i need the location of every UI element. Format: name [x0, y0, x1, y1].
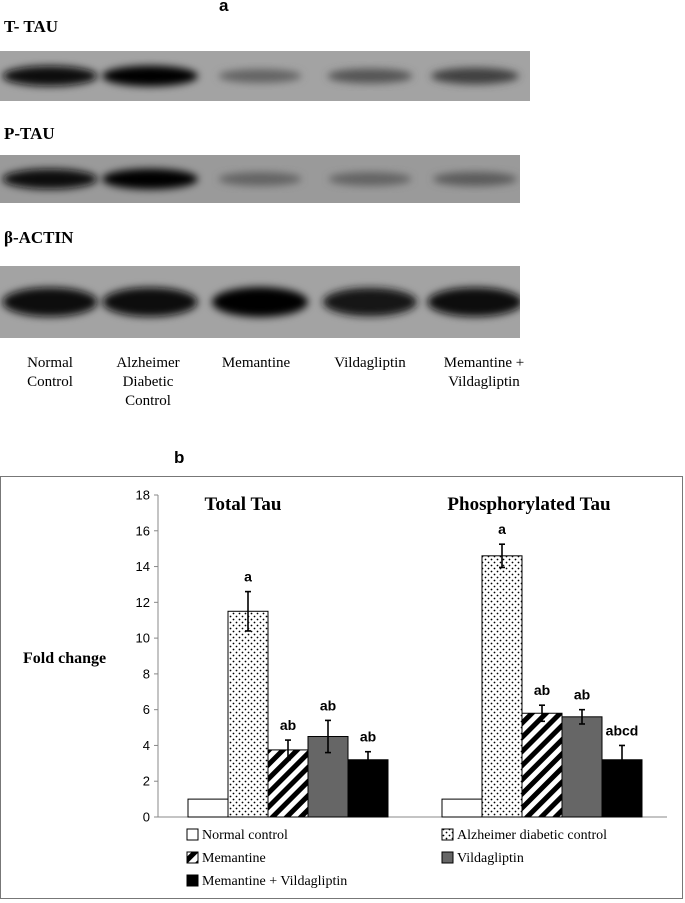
legend-label: Vildagliptin — [457, 851, 524, 866]
legend-swatch — [186, 874, 199, 887]
blot-band — [102, 168, 198, 190]
y-tick-label: 6 — [143, 702, 150, 717]
significance-label: a — [498, 521, 506, 537]
y-tick-label: 16 — [136, 523, 150, 538]
significance-label: a — [244, 569, 252, 585]
blot-band — [328, 172, 412, 186]
y-axis-label: Fold change — [23, 650, 106, 667]
legend-label: Normal control — [202, 828, 288, 843]
legend-label: Alzheimer diabetic control — [457, 828, 607, 843]
blot-label-t-tau: T- TAU — [4, 17, 59, 36]
bar — [521, 712, 563, 818]
significance-label: ab — [280, 717, 296, 733]
significance-label: ab — [360, 729, 376, 745]
blot-band — [218, 172, 302, 186]
significance-label: ab — [574, 687, 590, 703]
blot-t-tau — [0, 51, 530, 101]
blot-beta-actin — [0, 266, 520, 338]
blot-band — [2, 287, 98, 317]
bar-chart: 0 2 4 6 8 10 12 14 16 18 Fold change Total Tau a ab ab… — [23, 488, 667, 889]
bar — [481, 555, 523, 818]
bar — [347, 759, 389, 818]
group-title: Phosphorylated Tau — [447, 494, 611, 515]
lane-label-memantine-vildagliptin: Memantine + Vildagliptin — [443, 355, 525, 390]
bar — [187, 798, 229, 818]
lane-label-vildagliptin: Vildagliptin — [334, 355, 406, 371]
y-tick-label: 0 — [143, 810, 150, 825]
blot-band — [2, 168, 98, 190]
y-tick-label: 10 — [136, 631, 150, 646]
blot-band — [102, 287, 198, 317]
legend-swatch — [186, 828, 199, 841]
chart-frame: 0 2 4 6 8 10 12 14 16 18 Fold change Total Tau a ab ab… — [0, 476, 683, 899]
blot-band — [218, 69, 302, 83]
blot-label-p-tau: P-TAU — [4, 124, 55, 143]
legend-swatch — [441, 851, 454, 864]
legend-swatch — [441, 828, 454, 841]
y-tick-label: 14 — [136, 559, 150, 574]
y-tick-label: 4 — [143, 738, 150, 753]
blot-p-tau — [0, 155, 520, 203]
blot-band — [431, 67, 519, 85]
legend-swatch — [186, 851, 199, 864]
panel-b-label: b — [174, 448, 185, 467]
significance-label: ab — [534, 682, 550, 698]
bar — [227, 610, 269, 818]
lane-label-alzheimer-diabetic-control: Alzheimer Diabetic Control — [116, 355, 180, 409]
blot-band — [427, 287, 520, 317]
y-tick-label: 8 — [143, 666, 150, 681]
lane-label-normal-control: Normal Control — [27, 355, 73, 390]
blot-label-beta-actin: β-ACTIN — [4, 228, 74, 247]
lane-label-memantine: Memantine — [221, 355, 291, 371]
blot-band — [327, 68, 413, 84]
blot-band — [2, 65, 98, 87]
significance-label: abcd — [606, 722, 639, 738]
bar — [441, 798, 483, 818]
bar — [561, 716, 603, 818]
y-tick-label: 12 — [136, 595, 150, 610]
panel-a-label: a — [219, 0, 229, 15]
bar — [267, 749, 309, 818]
y-tick-label: 18 — [136, 488, 150, 503]
significance-label: ab — [320, 697, 336, 713]
y-tick-label: 2 — [143, 774, 150, 789]
blot-band — [433, 171, 517, 187]
legend-label: Memantine — [202, 851, 266, 866]
blot-band — [323, 287, 417, 317]
blot-band — [212, 287, 308, 317]
group-title: Total Tau — [205, 494, 282, 515]
blot-band — [102, 65, 198, 87]
legend-label: Memantine + Vildagliptin — [202, 874, 347, 889]
